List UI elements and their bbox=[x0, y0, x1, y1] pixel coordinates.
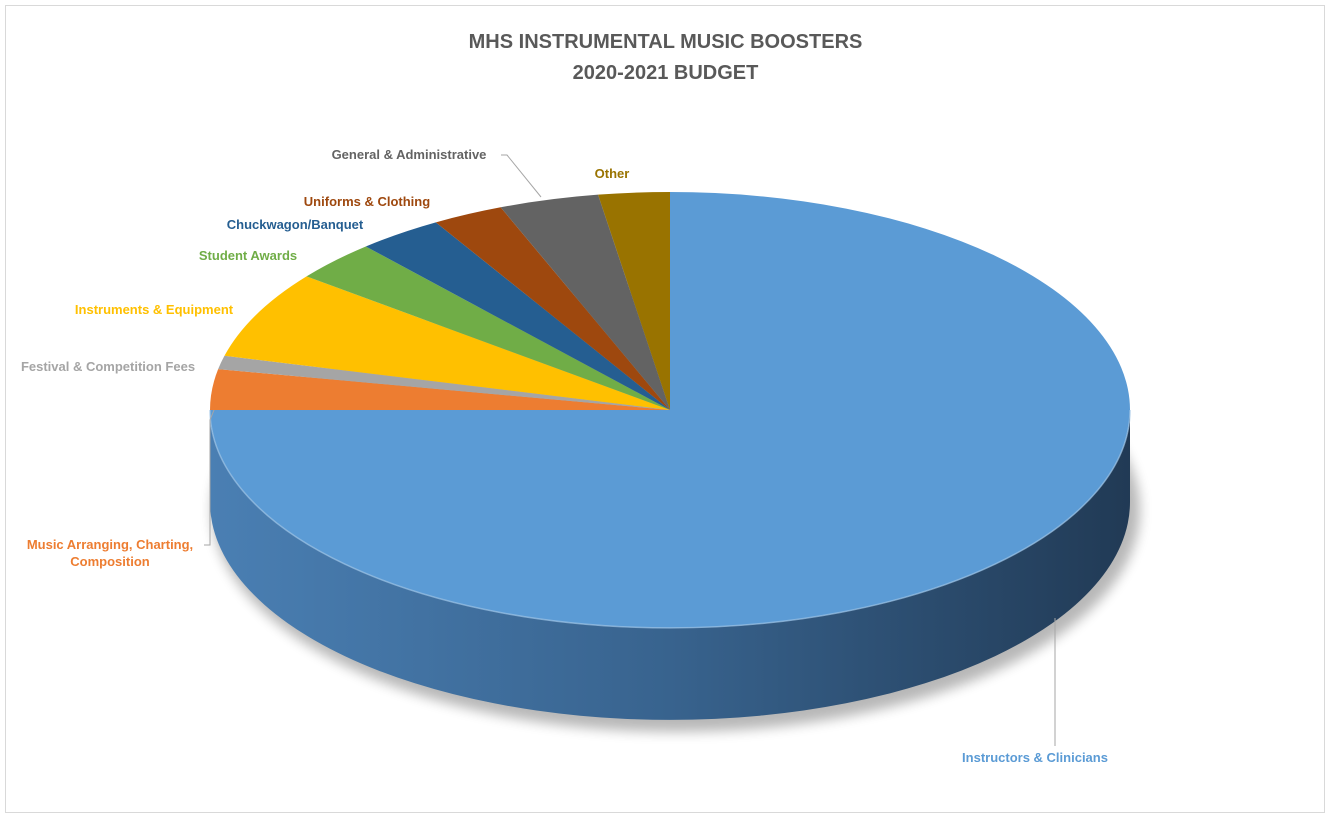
data-label-student-awards: Student Awards bbox=[199, 248, 297, 263]
data-label-festival-and-competition-fees: Festival & Competition Fees bbox=[21, 359, 195, 374]
pie-slice-other[interactable] bbox=[598, 192, 670, 410]
leader-line-general-and-administrative bbox=[501, 154, 542, 198]
pie-slice-instruments-and-equipment[interactable] bbox=[224, 276, 670, 410]
pie-rim-highlight bbox=[209, 409, 1131, 629]
chart-title-line-1: MHS INSTRUMENTAL MUSIC BOOSTERS bbox=[468, 31, 863, 53]
pie-slice-general-and-administrative[interactable] bbox=[500, 194, 670, 410]
data-label-instruments-and-equipment: Instruments & Equipment bbox=[75, 302, 234, 317]
chart-title-line-2: 2020-2021 BUDGET bbox=[572, 62, 759, 84]
data-label-chuckwagon-banquet: Chuckwagon/Banquet bbox=[227, 217, 364, 232]
pie-slice-student-awards[interactable] bbox=[306, 246, 670, 410]
data-label-instructors-and-clinicians: Instructors & Clinicians bbox=[962, 750, 1108, 765]
data-label-line: Composition bbox=[70, 554, 149, 569]
leader-line-music-arranging-charting-composition bbox=[204, 409, 215, 546]
data-label-general-and-administrative: General & Administrative bbox=[332, 147, 487, 162]
pie-slice-uniforms-and-clothing[interactable] bbox=[435, 207, 670, 410]
pie-slice-festival-and-competition-fees[interactable] bbox=[218, 355, 670, 410]
pie-side-instructors-and-clinicians bbox=[210, 410, 1130, 720]
data-label-line: Music Arranging, Charting, bbox=[27, 537, 193, 552]
chart-title: MHS INSTRUMENTAL MUSIC BOOSTERS 2020-202… bbox=[0, 27, 1331, 89]
data-label-music-arranging-charting-composition: Music Arranging, Charting, Composition bbox=[27, 537, 193, 569]
pie-slice-chuckwagon-banquet[interactable] bbox=[365, 222, 670, 410]
data-label-uniforms-and-clothing: Uniforms & Clothing bbox=[304, 194, 430, 209]
data-label-other: Other bbox=[595, 166, 630, 181]
pie-slice-music-arranging-charting-composition[interactable] bbox=[210, 369, 670, 410]
